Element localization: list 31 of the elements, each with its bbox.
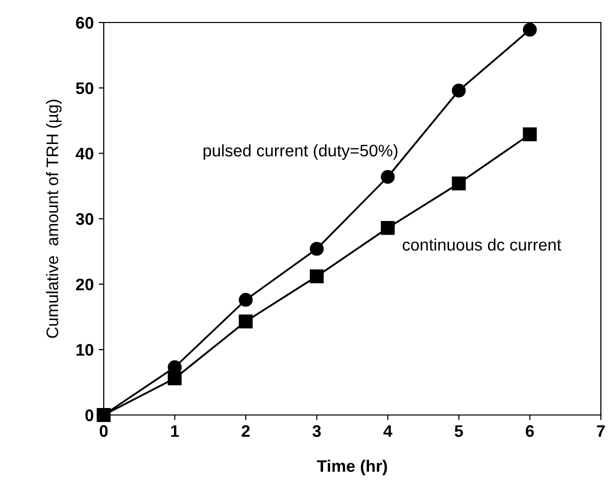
x-tick-label: 4: [383, 425, 392, 437]
point: [452, 84, 466, 98]
y-tick-label: 10: [76, 344, 94, 356]
point: [380, 220, 395, 235]
series-label: continuous dc current: [402, 238, 562, 251]
y-tick-label: 30: [76, 213, 94, 225]
y-tick-label: 50: [76, 82, 94, 94]
x-tick-label: 5: [454, 425, 463, 437]
x-tick-label: 2: [242, 425, 250, 437]
point: [168, 371, 182, 386]
point: [96, 408, 111, 422]
x-tick-label: 7: [596, 425, 605, 437]
x-tick-label: 6: [526, 425, 534, 437]
y-tick-label: 40: [76, 148, 94, 160]
point: [310, 269, 324, 284]
y-axis-title: Cumulative amount of TRH (µg): [46, 100, 62, 338]
point: [380, 170, 395, 184]
point: [310, 242, 324, 256]
series-label: pulsed current (duty=50%): [204, 144, 398, 160]
x-axis-title: Time (hr): [316, 460, 387, 476]
x-tick-label: 0: [100, 425, 108, 437]
point: [522, 127, 537, 142]
y-tick-label: 0: [85, 409, 94, 422]
point: [238, 314, 253, 328]
point: [522, 22, 537, 37]
x-tick-label: 3: [312, 425, 321, 437]
point: [452, 176, 466, 190]
y-tick-label: 20: [76, 278, 94, 290]
y-tick-label: 60: [76, 16, 94, 29]
x-tick-label: 1: [171, 425, 179, 437]
point: [238, 292, 253, 307]
